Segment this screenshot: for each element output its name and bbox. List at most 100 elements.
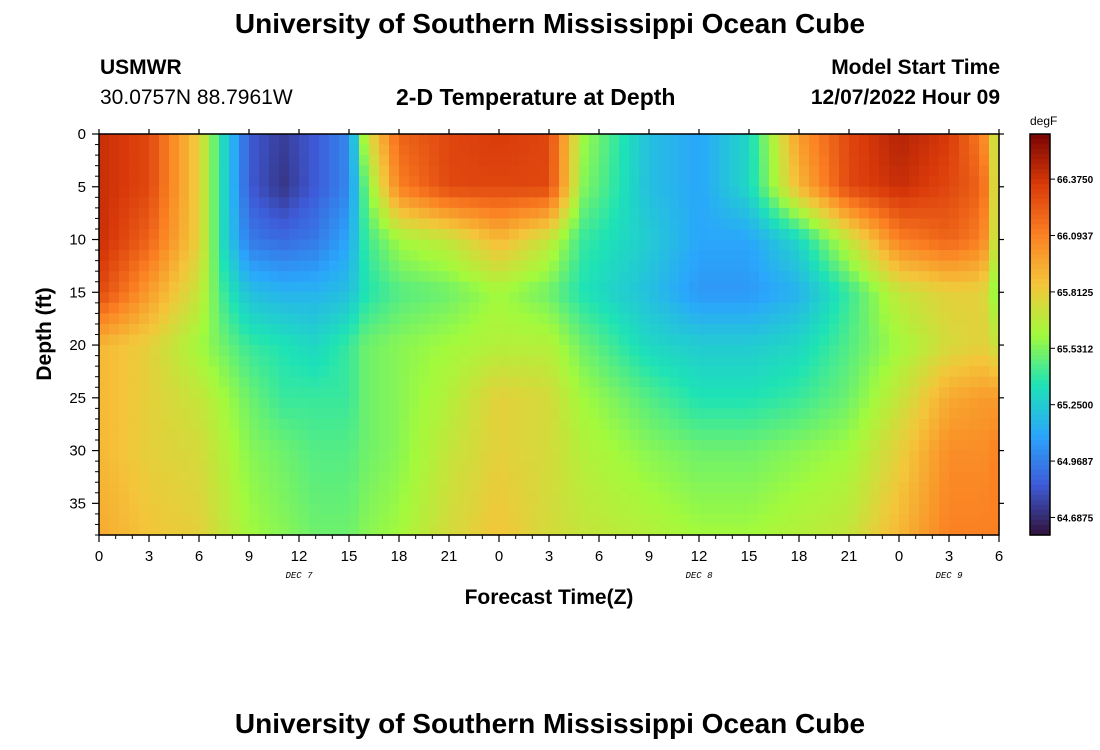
heatmap-cell bbox=[879, 524, 890, 536]
heatmap-cell bbox=[589, 323, 600, 336]
heatmap-cell bbox=[439, 302, 450, 314]
heatmap-cell bbox=[789, 292, 800, 304]
heatmap-cell bbox=[489, 313, 500, 325]
heatmap-cell bbox=[349, 197, 360, 209]
heatmap-cell bbox=[739, 450, 750, 462]
heatmap-cell bbox=[409, 197, 420, 209]
heatmap-cell bbox=[809, 323, 820, 336]
heatmap-cell bbox=[909, 239, 920, 251]
heatmap-cell bbox=[309, 144, 320, 156]
heatmap-cell bbox=[669, 176, 680, 188]
heatmap-cell bbox=[799, 313, 810, 325]
heatmap-cell bbox=[679, 302, 690, 314]
heatmap-cell bbox=[669, 207, 680, 220]
heatmap-cell bbox=[479, 197, 490, 209]
heatmap-cell bbox=[279, 155, 290, 167]
heatmap-cell bbox=[319, 387, 330, 399]
heatmap-cell bbox=[639, 144, 650, 156]
heatmap-cell bbox=[879, 144, 890, 156]
heatmap-cell bbox=[949, 271, 960, 283]
heatmap-cell bbox=[639, 397, 650, 409]
heatmap-cell bbox=[229, 292, 240, 304]
heatmap-cell bbox=[869, 461, 880, 473]
heatmap-cell bbox=[559, 165, 570, 177]
heatmap-cell bbox=[569, 387, 580, 399]
heatmap-cell bbox=[829, 345, 840, 357]
heatmap-cell bbox=[129, 376, 140, 388]
heatmap-cell bbox=[259, 260, 270, 272]
heatmap-cell bbox=[849, 323, 860, 336]
heatmap-cell bbox=[569, 524, 580, 536]
heatmap-cell bbox=[789, 239, 800, 251]
heatmap-cell bbox=[359, 197, 370, 209]
heatmap-cell bbox=[509, 292, 520, 304]
heatmap-cell bbox=[409, 492, 420, 504]
heatmap-cell bbox=[899, 313, 910, 325]
heatmap-cell bbox=[799, 302, 810, 314]
heatmap-cell bbox=[889, 197, 900, 209]
heatmap-cell bbox=[779, 197, 790, 209]
heatmap-cell bbox=[659, 471, 670, 483]
heatmap-cell bbox=[129, 228, 140, 241]
heatmap-cell bbox=[869, 355, 880, 367]
heatmap-cell bbox=[99, 165, 110, 177]
heatmap-cell bbox=[699, 186, 710, 198]
day-label: DEC 7 bbox=[285, 571, 313, 581]
heatmap-cell bbox=[109, 271, 120, 283]
heatmap-cell bbox=[109, 165, 120, 177]
heatmap-cell bbox=[509, 492, 520, 504]
heatmap-cell bbox=[449, 176, 460, 188]
heatmap-cell bbox=[379, 345, 390, 357]
heatmap-cell bbox=[159, 271, 170, 283]
heatmap-cell bbox=[729, 155, 740, 167]
heatmap-cell bbox=[179, 218, 190, 230]
heatmap-cell bbox=[489, 207, 500, 220]
heatmap-cell bbox=[569, 292, 580, 304]
heatmap-cell bbox=[729, 387, 740, 399]
heatmap-cell bbox=[949, 376, 960, 388]
heatmap-cell bbox=[169, 250, 180, 262]
heatmap-cell bbox=[229, 197, 240, 209]
heatmap-cell bbox=[99, 292, 110, 304]
heatmap-cell bbox=[769, 482, 780, 494]
heatmap-cell bbox=[169, 228, 180, 241]
heatmap-cell bbox=[639, 513, 650, 526]
heatmap-cell bbox=[669, 313, 680, 325]
heatmap-cell bbox=[729, 397, 740, 409]
heatmap-cell bbox=[739, 513, 750, 526]
heatmap-cell bbox=[799, 155, 810, 167]
heatmap-cell bbox=[309, 207, 320, 220]
heatmap-cell bbox=[299, 302, 310, 314]
heatmap-cell bbox=[359, 397, 370, 409]
heatmap-cell bbox=[389, 207, 400, 220]
heatmap-cell bbox=[709, 461, 720, 473]
heatmap-cell bbox=[219, 186, 230, 198]
heatmap-cell bbox=[359, 292, 370, 304]
heatmap-cell bbox=[849, 197, 860, 209]
heatmap-cell bbox=[419, 176, 430, 188]
heatmap-cell bbox=[439, 471, 450, 483]
heatmap-cell bbox=[699, 408, 710, 420]
heatmap-cell bbox=[889, 271, 900, 283]
heatmap-cell bbox=[319, 334, 330, 346]
heatmap-cell bbox=[539, 176, 550, 188]
heatmap-cell bbox=[689, 302, 700, 314]
heatmap-cell bbox=[349, 524, 360, 536]
heatmap-cell bbox=[769, 271, 780, 283]
heatmap-cell bbox=[609, 250, 620, 262]
heatmap-cell bbox=[769, 524, 780, 536]
heatmap-cell bbox=[739, 218, 750, 230]
heatmap-cell bbox=[869, 197, 880, 209]
heatmap-cell bbox=[649, 186, 660, 198]
heatmap-cell bbox=[539, 418, 550, 431]
heatmap-cell bbox=[759, 260, 770, 272]
heatmap-cell bbox=[269, 323, 280, 336]
heatmap-cell bbox=[759, 408, 770, 420]
heatmap-cell bbox=[279, 376, 290, 388]
heatmap-cell bbox=[379, 292, 390, 304]
heatmap-cell bbox=[549, 450, 560, 462]
heatmap-cell bbox=[409, 387, 420, 399]
heatmap-cell bbox=[369, 302, 380, 314]
heatmap-cell bbox=[649, 450, 660, 462]
heatmap-cell bbox=[609, 302, 620, 314]
